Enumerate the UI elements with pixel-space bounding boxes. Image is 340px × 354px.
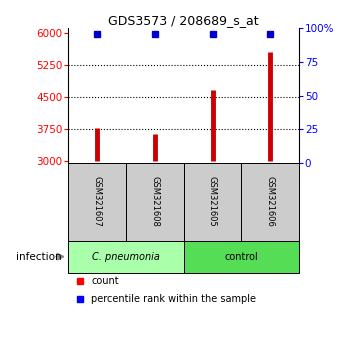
Text: GSM321606: GSM321606 (266, 176, 275, 227)
Bar (126, 163, 184, 241)
Text: GSM321607: GSM321607 (92, 176, 101, 227)
Text: GSM321608: GSM321608 (150, 176, 159, 227)
Text: GSM321605: GSM321605 (208, 176, 217, 227)
Text: control: control (224, 252, 258, 262)
Text: C. pneumonia: C. pneumonia (92, 252, 160, 262)
Bar (184, 241, 299, 273)
Title: GDS3573 / 208689_s_at: GDS3573 / 208689_s_at (108, 14, 259, 27)
Text: count: count (91, 276, 119, 286)
Bar (184, 163, 241, 241)
Bar (68, 241, 184, 273)
Text: infection: infection (16, 252, 61, 262)
Bar (241, 163, 299, 241)
Bar (68, 163, 126, 241)
Text: percentile rank within the sample: percentile rank within the sample (91, 294, 256, 304)
